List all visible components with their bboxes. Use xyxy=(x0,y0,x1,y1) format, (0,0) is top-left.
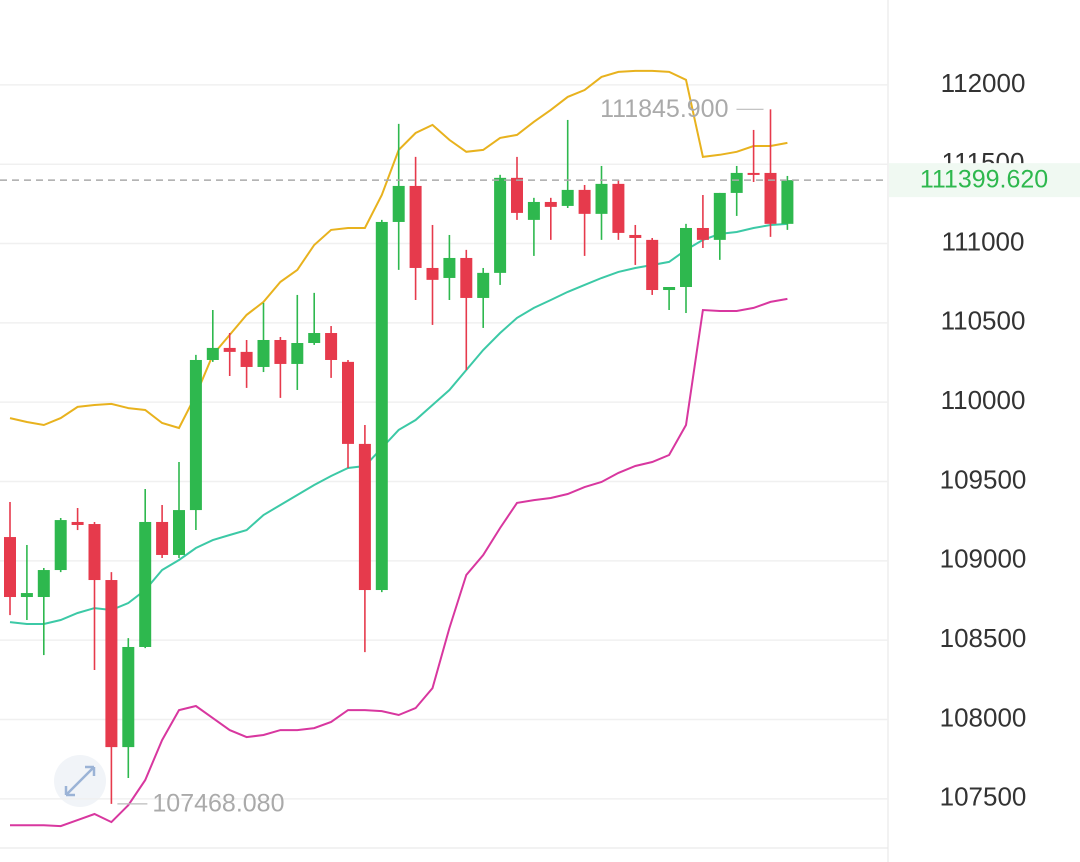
candle-body xyxy=(595,183,608,214)
y-tick-label: 112000 xyxy=(941,68,1026,98)
candle-body xyxy=(54,520,67,571)
y-tick-label: 111000 xyxy=(942,226,1025,256)
candle-body xyxy=(139,521,152,647)
candle-body xyxy=(173,510,185,555)
y-tick-label: 110500 xyxy=(941,306,1026,336)
candle-body xyxy=(223,347,236,352)
candle-body xyxy=(189,359,202,511)
candle-body xyxy=(730,172,743,193)
candle-body xyxy=(88,524,101,581)
candle-body xyxy=(764,172,777,224)
candle-body xyxy=(612,183,625,233)
candle-body xyxy=(274,339,287,364)
candle-body xyxy=(696,227,709,240)
candle-body xyxy=(206,347,219,360)
candle-body xyxy=(713,192,726,240)
candle-body xyxy=(544,201,557,207)
candle-body xyxy=(629,234,642,238)
last-price-box xyxy=(889,163,1080,198)
middle-band xyxy=(9,222,788,625)
candle-body xyxy=(747,172,760,175)
candle-body xyxy=(680,227,692,288)
y-tick-label: 108500 xyxy=(940,623,1027,653)
candle-body xyxy=(646,239,659,291)
candle-body xyxy=(392,185,405,222)
candle-body xyxy=(240,351,253,367)
candle-body xyxy=(494,177,507,273)
candle-body xyxy=(105,580,118,748)
candle-body xyxy=(511,177,523,213)
candle-body xyxy=(409,185,422,268)
candle-body xyxy=(527,201,540,220)
candle-body xyxy=(342,361,354,444)
candle-body xyxy=(561,189,574,206)
candle-body xyxy=(20,593,33,598)
candle-body xyxy=(4,537,16,598)
expand-icon-arrow[interactable] xyxy=(64,765,96,797)
y-tick-label: 109500 xyxy=(940,464,1027,494)
candle-body xyxy=(426,267,439,280)
last-price-label: 111399.620 xyxy=(920,166,1048,194)
candle-body xyxy=(37,570,50,598)
candle-body xyxy=(460,257,473,298)
y-tick-label: 110000 xyxy=(941,385,1026,415)
candle-body xyxy=(781,180,794,224)
candle-body xyxy=(325,333,338,360)
high-marker-label: 111845.900 xyxy=(600,95,728,123)
candle-body xyxy=(122,646,135,748)
candle-body xyxy=(477,272,490,298)
candle-body xyxy=(578,189,591,214)
candle-body xyxy=(663,287,676,291)
candle-body xyxy=(291,343,304,364)
y-tick-label: 108000 xyxy=(940,702,1027,732)
candle-body xyxy=(156,521,169,555)
candle-body xyxy=(308,333,321,344)
candle-body xyxy=(375,221,388,591)
candle-body xyxy=(257,339,270,367)
y-tick-label: 109000 xyxy=(940,544,1027,574)
candle-body xyxy=(71,521,84,525)
candle-body xyxy=(443,257,456,278)
low-marker-label: 107468.080 xyxy=(152,789,284,817)
y-tick-label: 107500 xyxy=(940,782,1027,812)
lower-band xyxy=(10,297,788,828)
candle-body xyxy=(358,443,371,591)
expand-icon[interactable] xyxy=(54,755,106,807)
